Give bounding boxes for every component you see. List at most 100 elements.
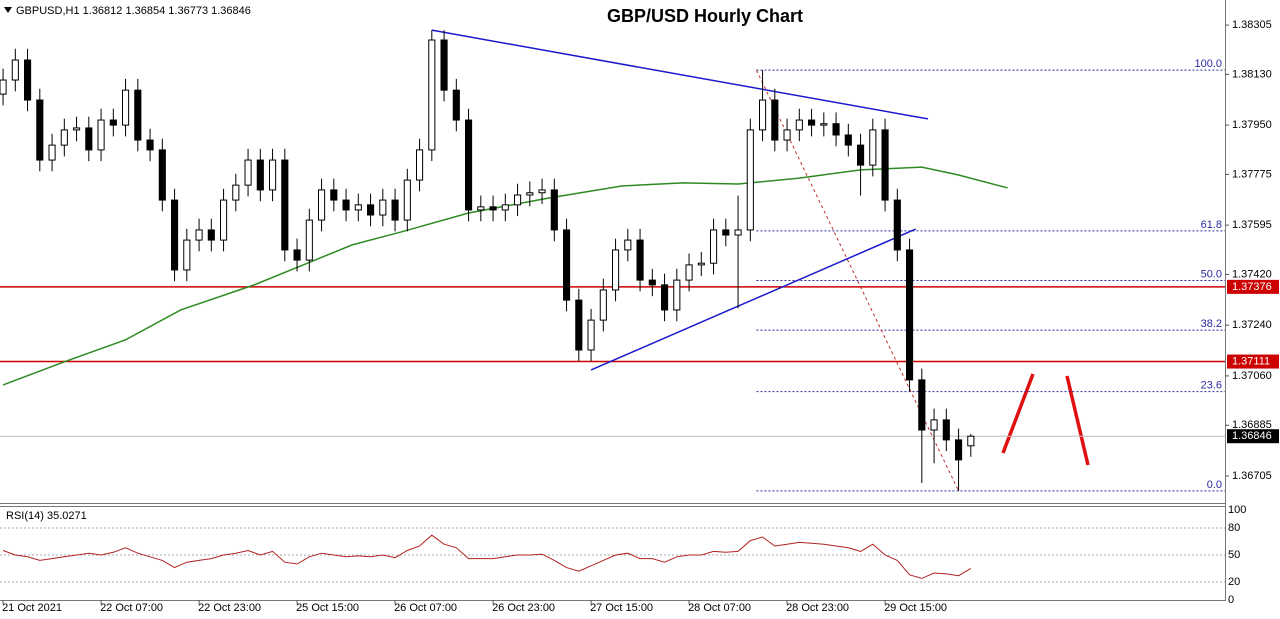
candle-body <box>844 134 852 146</box>
candle-body <box>73 127 81 131</box>
candle-body <box>624 239 632 251</box>
y-tick-label: 1.38305 <box>1232 19 1272 31</box>
y-tick-label: 1.37775 <box>1232 168 1272 180</box>
candle-body <box>759 99 767 131</box>
y-tick-label: 1.37240 <box>1232 319 1272 331</box>
candle-body <box>538 189 546 194</box>
candle-body <box>36 99 44 161</box>
candle-body <box>612 249 620 291</box>
candle-body <box>109 119 117 126</box>
candle-body <box>906 249 914 381</box>
y-tick-label: 1.36705 <box>1232 470 1272 482</box>
rsi-tick-label: 20 <box>1228 576 1240 588</box>
candle-body <box>599 289 607 321</box>
last-low: 1.36773 <box>168 5 208 17</box>
candle-body <box>771 99 779 141</box>
rsi-info: RSI(14) 35.0271 <box>6 510 87 522</box>
x-tick-label: 27 Oct 15:00 <box>590 602 653 614</box>
candle-body <box>550 189 558 231</box>
x-tick-label: 29 Oct 15:00 <box>884 602 947 614</box>
candle-body <box>489 206 497 211</box>
candle-body <box>158 149 166 201</box>
level-label: 1.37376 <box>1232 281 1272 293</box>
candle-body <box>122 89 130 126</box>
candle-body <box>220 199 228 241</box>
candle-body <box>648 279 656 286</box>
fib-level-label: 38.2 <box>1201 318 1222 330</box>
candle-body <box>722 229 730 236</box>
fib-level-label: 50.0 <box>1201 268 1222 280</box>
arrow-up-stroke <box>1001 373 1035 454</box>
candle-body <box>575 299 583 351</box>
candle-body <box>318 189 326 221</box>
x-tick-label: 22 Oct 23:00 <box>198 602 261 614</box>
arrow-down-stroke <box>1065 375 1090 466</box>
candle-body <box>403 179 411 221</box>
candle-body <box>97 119 105 151</box>
candle-body <box>881 129 889 201</box>
rsi-last: 35.0271 <box>47 510 87 522</box>
candle-body <box>930 419 938 431</box>
rsi-tick-label: 100 <box>1228 504 1246 516</box>
x-tick-label: 28 Oct 07:00 <box>688 602 751 614</box>
candle-body <box>183 239 191 271</box>
candle-body <box>685 264 693 281</box>
candle-body <box>60 129 68 146</box>
candle-body <box>416 149 424 181</box>
candle-body <box>440 39 448 91</box>
candle-body <box>783 129 791 141</box>
candle-body <box>354 204 362 211</box>
candle-body <box>244 159 252 186</box>
candle-body <box>367 204 375 216</box>
candle-body <box>526 192 534 196</box>
x-tick-label: 22 Oct 07:00 <box>100 602 163 614</box>
fib-level-label: 100.0 <box>1194 58 1222 70</box>
candle-body <box>808 119 816 126</box>
y-tick-label: 1.36885 <box>1232 419 1272 431</box>
candle-body <box>207 229 215 241</box>
candle-body <box>857 144 865 166</box>
candle-body <box>820 123 828 126</box>
fib-level-label: 0.0 <box>1207 479 1222 491</box>
x-tick-label: 21 Oct 2021 <box>2 602 62 614</box>
rsi-name: RSI(14) <box>6 510 44 522</box>
candle-body <box>734 229 742 236</box>
trend-line <box>590 228 916 371</box>
candle-body <box>514 194 522 206</box>
rsi-tick-label: 50 <box>1228 549 1240 561</box>
candle-body <box>428 39 436 151</box>
candle-body <box>281 159 289 251</box>
x-tick-label: 25 Oct 15:00 <box>296 602 359 614</box>
menu-triangle <box>4 7 12 13</box>
last-open: 1.36812 <box>83 5 123 17</box>
candle-body <box>465 119 473 211</box>
candle-body <box>0 79 7 95</box>
candle-body <box>330 189 338 201</box>
candle-body <box>795 119 803 131</box>
candle-body <box>955 439 963 461</box>
last-high: 1.36854 <box>125 5 165 17</box>
candle-body <box>305 219 313 261</box>
symbol: GBPUSD,H1 <box>16 5 80 17</box>
candle-body <box>256 159 264 191</box>
candle-body <box>636 239 644 281</box>
candle-body <box>587 319 595 351</box>
candle-body <box>134 89 142 141</box>
y-tick-label: 1.37060 <box>1232 370 1272 382</box>
candle-body <box>379 199 387 216</box>
candle-body <box>477 206 485 211</box>
fib-level-label: 61.8 <box>1201 219 1222 231</box>
fib-level-label: 23.6 <box>1201 380 1222 392</box>
last-close: 1.36846 <box>211 5 251 17</box>
x-tick-label: 28 Oct 23:00 <box>786 602 849 614</box>
y-tick-label: 1.37950 <box>1232 119 1272 131</box>
symbol-info: GBPUSD,H1 1.36812 1.36854 1.36773 1.3684… <box>16 5 251 17</box>
candle-body <box>710 229 718 264</box>
candle-body <box>146 139 154 151</box>
current-price-label: 1.36846 <box>1232 430 1272 442</box>
x-tick-label: 26 Oct 07:00 <box>394 602 457 614</box>
x-tick-label: 26 Oct 23:00 <box>492 602 555 614</box>
current-price-box <box>1227 429 1279 444</box>
y-tick-label: 1.37595 <box>1232 219 1272 231</box>
